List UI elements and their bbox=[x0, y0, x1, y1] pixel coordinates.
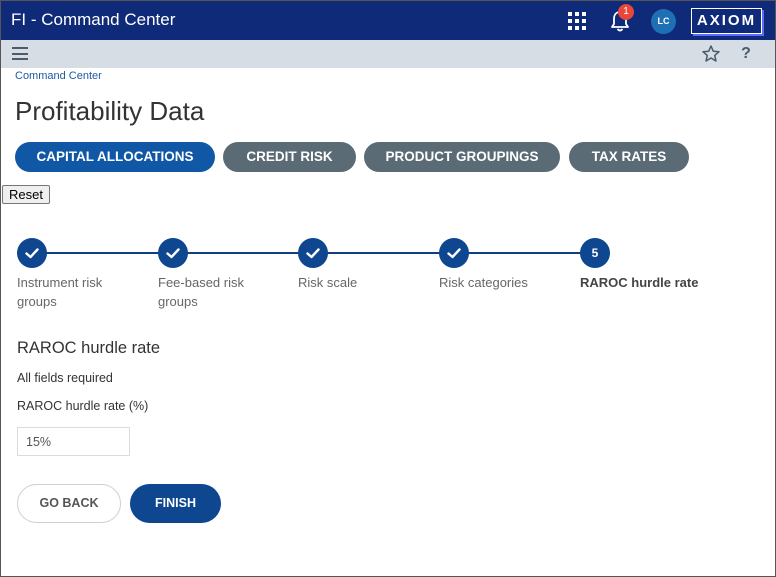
breadcrumb[interactable]: Command Center bbox=[15, 70, 102, 82]
step-2-check-icon[interactable] bbox=[158, 238, 188, 268]
page-title: Profitability Data bbox=[15, 96, 205, 126]
app-title: FI - Command Center bbox=[11, 10, 176, 29]
required-note: All fields required bbox=[17, 371, 113, 385]
step-4-label: Risk categories bbox=[439, 275, 528, 290]
hamburger-menu-icon[interactable] bbox=[12, 47, 28, 60]
step-1-check-icon[interactable] bbox=[17, 238, 47, 268]
raroc-hurdle-rate-input[interactable] bbox=[17, 427, 130, 456]
step-3-label: Risk scale bbox=[298, 275, 358, 290]
step-5-number: 5 bbox=[580, 238, 610, 268]
step-4-check-icon[interactable] bbox=[439, 238, 469, 268]
step-3-check-icon[interactable] bbox=[298, 238, 328, 268]
tab-capital-allocations[interactable]: CAPITAL ALLOCATIONS bbox=[15, 142, 215, 172]
section-title: RAROC hurdle rate bbox=[17, 339, 161, 357]
raroc-field-label: RAROC hurdle rate (%) bbox=[17, 399, 149, 413]
step-5-label: RAROC hurdle rate bbox=[580, 275, 699, 290]
step-1-label: Instrument risk groups bbox=[17, 275, 103, 309]
axiom-logo: AXIOM bbox=[691, 8, 762, 34]
reset-button[interactable]: Reset bbox=[2, 185, 50, 204]
finish-button[interactable]: FINISH bbox=[130, 484, 221, 523]
help-icon[interactable]: ? bbox=[741, 45, 751, 62]
sub-toolbar: ? bbox=[1, 40, 775, 68]
apps-grid-icon[interactable] bbox=[568, 12, 586, 30]
step-2-label: Fee-based risk groups bbox=[158, 275, 244, 309]
go-back-button[interactable]: GO BACK bbox=[17, 484, 121, 523]
top-bar: FI - Command Center 1 LC AXIOM bbox=[1, 1, 775, 40]
star-icon[interactable] bbox=[701, 44, 721, 64]
notification-badge: 1 bbox=[618, 4, 634, 20]
user-avatar[interactable]: LC bbox=[651, 9, 676, 34]
tab-credit-risk[interactable]: CREDIT RISK bbox=[223, 142, 356, 172]
tab-product-groupings[interactable]: PRODUCT GROUPINGS bbox=[364, 142, 560, 172]
tab-tax-rates[interactable]: TAX RATES bbox=[569, 142, 689, 172]
